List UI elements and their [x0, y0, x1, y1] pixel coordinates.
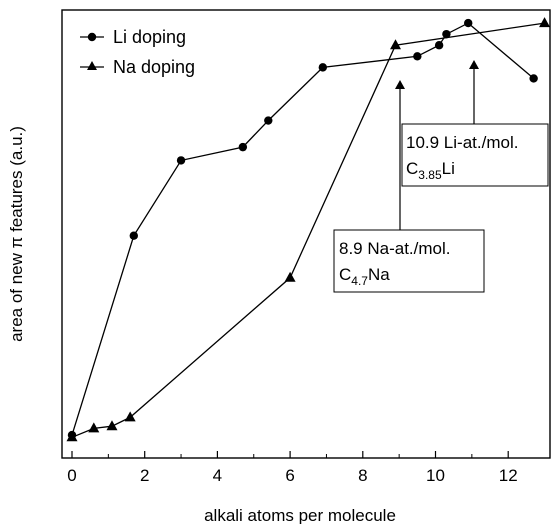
- data-point-li: [529, 74, 538, 83]
- data-point-li: [264, 116, 273, 125]
- x-axis-label: alkali atoms per molecule: [204, 506, 396, 524]
- x-tick-label: 6: [285, 466, 294, 485]
- data-point-na: [124, 411, 136, 422]
- annotation-li-line1: 10.9 Li-at./mol.: [406, 133, 518, 152]
- annotation-na: 8.9 Na-at./mol. C4.7Na: [333, 80, 485, 293]
- annotation-na-line2: C4.7Na: [339, 265, 390, 288]
- annotation-li-line2: C3.85Li: [406, 159, 455, 182]
- x-tick-label: 0: [67, 466, 76, 485]
- annotation-li-arrowhead: [469, 60, 479, 69]
- series-layer: [66, 17, 551, 442]
- data-point-li: [318, 63, 328, 72]
- legend-na-label: Na doping: [113, 57, 195, 77]
- annotation-li: 10.9 Li-at./mol. C3.85Li: [401, 60, 549, 187]
- annotation-li-box: [401, 123, 549, 187]
- legend-li-label: Li doping: [113, 27, 186, 47]
- y-axis-label: area of new π features (a.u.): [7, 126, 26, 342]
- data-point-li: [434, 41, 444, 50]
- x-tick-label: 8: [358, 466, 367, 485]
- x-tick-label: 12: [499, 466, 518, 485]
- data-point-na: [539, 17, 551, 28]
- data-point-li: [238, 142, 248, 152]
- legend: Li doping Na doping: [80, 27, 195, 77]
- legend-li-marker: [87, 32, 97, 42]
- data-point-li: [413, 52, 422, 61]
- data-point-li: [129, 231, 138, 240]
- data-point-na: [390, 39, 402, 50]
- legend-na-marker: [87, 61, 97, 70]
- series-line-li: [71, 22, 535, 436]
- x-tick-label: 2: [140, 466, 149, 485]
- annotation-na-arrowhead: [395, 80, 405, 89]
- plot-frame: [61, 9, 551, 459]
- x-axis: 0 2 4 6 8 10 12: [67, 451, 518, 485]
- data-point-li: [442, 29, 451, 39]
- x-tick-label: 4: [213, 466, 222, 485]
- x-tick-label: 10: [426, 466, 445, 485]
- data-point-na: [88, 422, 100, 433]
- annotation-na-box: [333, 229, 485, 293]
- annotation-na-line1: 8.9 Na-at./mol.: [339, 239, 451, 258]
- data-point-li: [176, 156, 186, 165]
- data-point-na: [66, 431, 78, 442]
- data-point-li: [464, 18, 473, 28]
- data-point-na: [284, 271, 296, 282]
- data-point-na: [106, 420, 118, 431]
